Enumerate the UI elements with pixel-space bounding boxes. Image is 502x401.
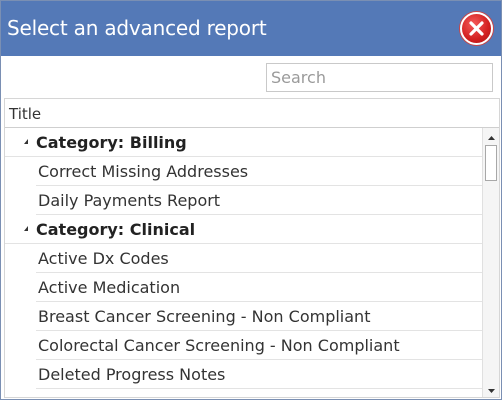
category-row-billing[interactable]: Category: Billing — [5, 128, 482, 157]
row-divider — [5, 243, 482, 244]
report-row[interactable]: Active Medication — [5, 273, 482, 302]
report-row[interactable]: Colorectal Cancer Screening - Non Compli… — [5, 331, 482, 360]
report-row[interactable]: Daily Payments Report — [5, 186, 482, 215]
collapse-caret-icon[interactable] — [24, 139, 28, 144]
report-title: Colorectal Cancer Screening - Non Compli… — [38, 336, 400, 355]
row-divider — [36, 272, 482, 273]
dialog-titlebar: Select an advanced report — [1, 1, 501, 56]
report-row[interactable]: Breast Cancer Screening - Non Compliant — [5, 302, 482, 331]
row-divider — [36, 185, 482, 186]
row-divider — [36, 301, 482, 302]
collapse-caret-icon[interactable] — [24, 226, 28, 231]
search-input[interactable] — [267, 64, 492, 91]
row-divider — [36, 388, 482, 389]
report-title: Daily Payments Report — [38, 191, 221, 210]
column-header-title[interactable]: Title — [5, 99, 499, 128]
scroll-up-icon[interactable] — [485, 130, 498, 143]
report-row[interactable]: Deleted Progress Notes — [5, 360, 482, 389]
row-divider — [36, 214, 482, 215]
dialog-title: Select an advanced report — [7, 16, 267, 40]
category-row-clinical[interactable]: Category: Clinical — [5, 215, 482, 244]
vertical-scrollbar[interactable] — [482, 128, 499, 397]
close-x-icon — [469, 21, 484, 36]
scroll-thumb[interactable] — [485, 145, 497, 181]
report-grid: Title Category: Billing Correct Missing … — [4, 98, 500, 398]
report-title: Correct Missing Addresses — [38, 162, 249, 181]
report-title: Breast Cancer Screening - Non Compliant — [38, 307, 371, 326]
category-label: Category: Clinical — [36, 220, 196, 239]
report-title: Active Medication — [38, 278, 181, 297]
row-divider — [36, 330, 482, 331]
report-row[interactable]: Active Dx Codes — [5, 244, 482, 273]
report-row[interactable]: Correct Missing Addresses — [5, 157, 482, 186]
row-divider — [5, 156, 482, 157]
row-divider — [36, 359, 482, 360]
search-box — [266, 63, 493, 92]
report-title: Deleted Progress Notes — [38, 365, 226, 384]
category-label: Category: Billing — [36, 133, 187, 152]
report-list: Category: Billing Correct Missing Addres… — [5, 128, 482, 397]
report-title: Active Dx Codes — [38, 249, 169, 268]
scroll-down-icon[interactable] — [485, 382, 498, 395]
column-header-label: Title — [9, 105, 42, 123]
close-button[interactable] — [460, 12, 493, 45]
